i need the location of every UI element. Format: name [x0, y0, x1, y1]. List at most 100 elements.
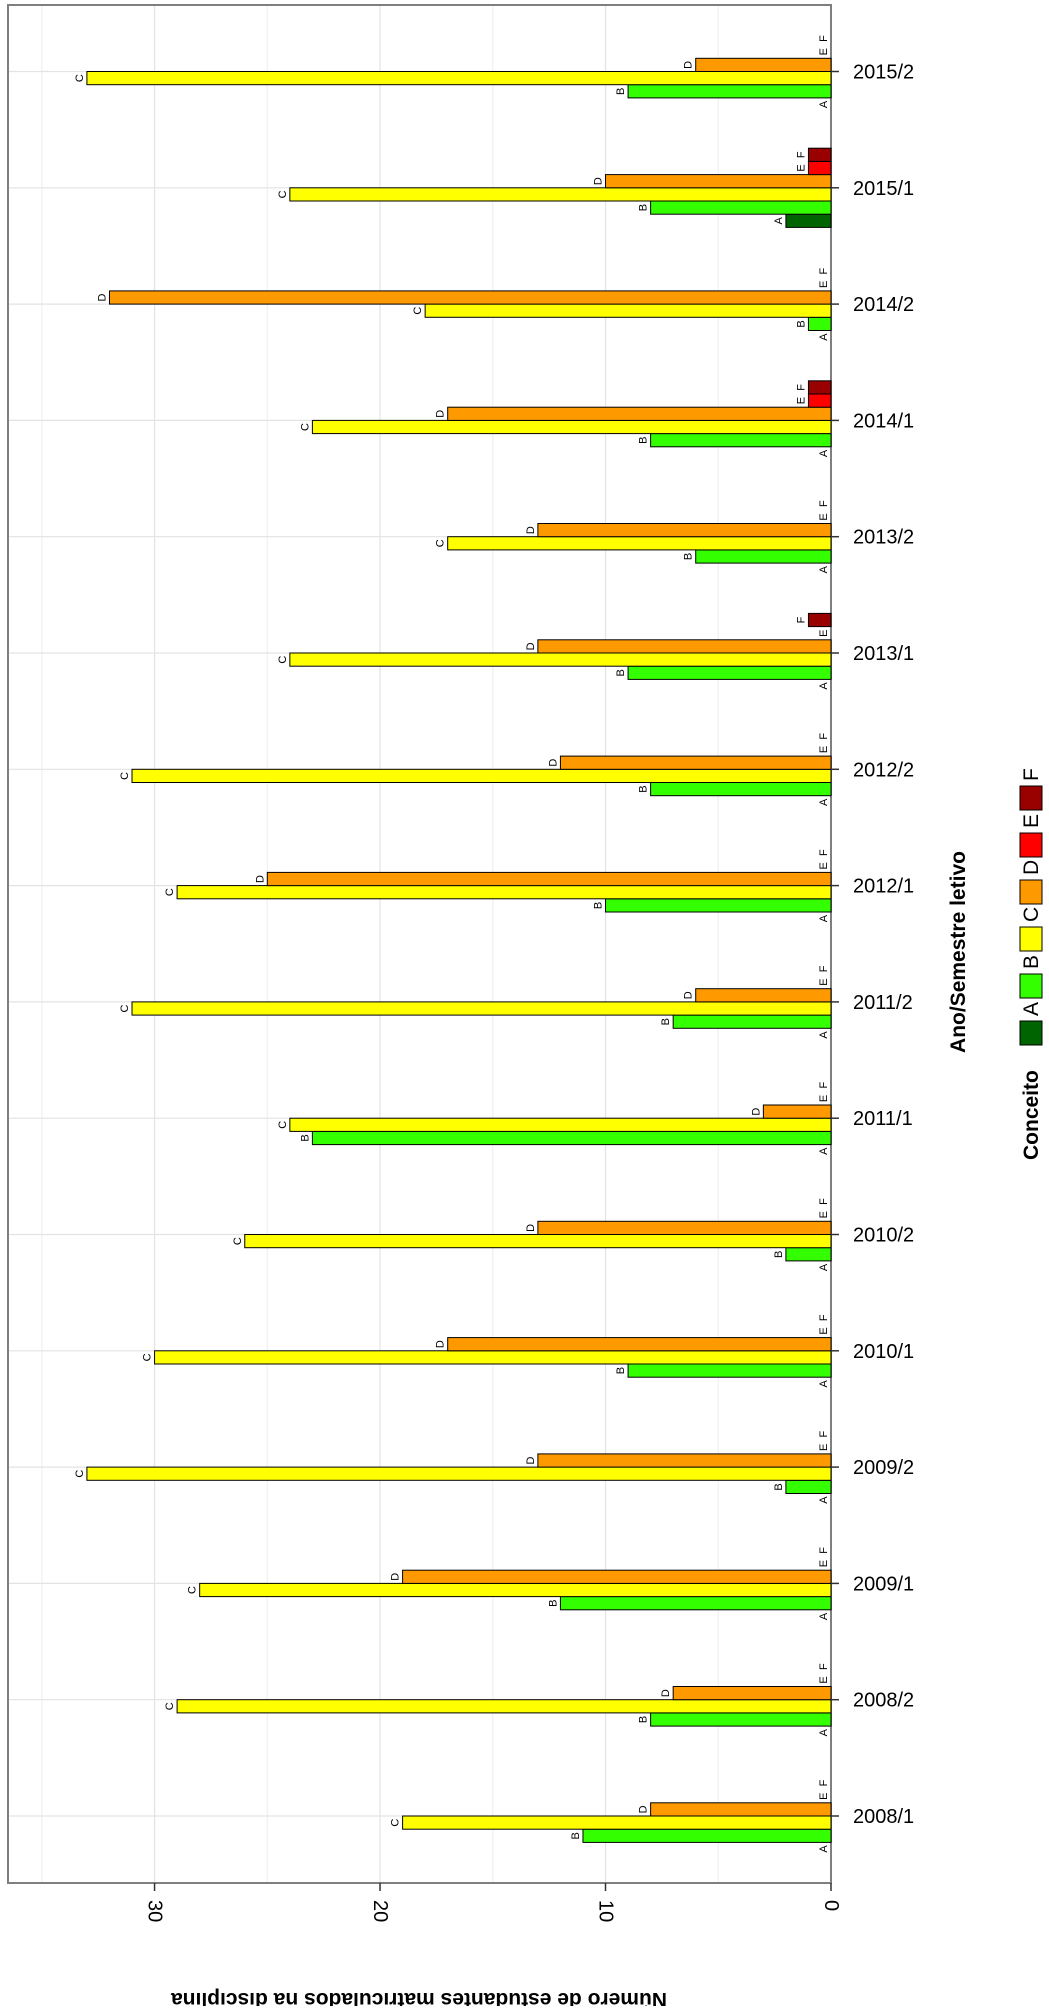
bar-grade-label: E	[818, 1444, 830, 1451]
bar-grade-label: D	[525, 1224, 537, 1232]
value-tick-label: 0	[820, 1900, 842, 1911]
bar-c	[176, 885, 832, 900]
bar-grade-label: B	[615, 88, 627, 95]
category-label: 2011/2	[853, 992, 913, 1014]
bar-d	[402, 1569, 832, 1584]
bar-grade-label: B	[773, 1483, 785, 1490]
bar-grade-label: C	[142, 1353, 154, 1361]
category-label: 2015/2	[853, 62, 914, 84]
bar-grade-label: C	[74, 74, 86, 82]
bar-grade-label: F	[795, 151, 807, 158]
bar-grade-label: B	[638, 437, 650, 444]
bar-grade-label: C	[232, 1237, 244, 1245]
legend-swatch-e	[1019, 832, 1043, 858]
bar-grade-label: A	[773, 216, 785, 224]
bar-grade-label: B	[570, 1832, 582, 1839]
bar-grade-label: F	[818, 267, 830, 274]
bar-grade-label: E	[818, 1793, 830, 1800]
bar-c	[131, 1001, 832, 1016]
bar-c	[424, 303, 832, 318]
value-axis: 0 10 20 30	[144, 1883, 842, 1922]
bar-grade-label: C	[277, 190, 289, 198]
category-label: 2012/2	[853, 759, 914, 781]
value-tick-label: 30	[144, 1900, 166, 1922]
category-label: 2015/1	[853, 178, 914, 200]
bar-b	[650, 200, 832, 215]
bar-grade-label: C	[299, 423, 311, 431]
bar-grade-label: F	[818, 849, 830, 856]
bar-grade-label: E	[818, 978, 830, 985]
legend-swatch-a	[1019, 1020, 1043, 1046]
bar-grade-label: A	[818, 1612, 830, 1620]
bar-grade-label: A	[818, 1728, 830, 1736]
bar-grade-label: A	[818, 1031, 830, 1039]
bar-b	[672, 1014, 832, 1029]
bar-a	[785, 213, 832, 228]
bar-grade-label: E	[818, 1560, 830, 1567]
bar-grade-label: B	[593, 902, 605, 909]
bar-d	[650, 1802, 832, 1817]
value-tick-label: 20	[369, 1900, 391, 1922]
bar-grade-label: F	[818, 1663, 830, 1670]
category-label: 2013/2	[853, 527, 914, 549]
bar-grade-label: A	[818, 798, 830, 806]
bar-grade-label: D	[435, 1340, 447, 1348]
bar-grade-label: D	[254, 875, 266, 883]
bar-grade-label: D	[660, 1689, 672, 1697]
bar-c	[86, 71, 832, 86]
bar-grade-label: C	[390, 1819, 402, 1827]
bar-e	[807, 160, 832, 176]
category-axis-title: Ano/Semestre letivo	[947, 851, 970, 1053]
bar-grade-label: C	[277, 1121, 289, 1129]
bar-grade-label: F	[818, 1198, 830, 1205]
bar-grade-label: B	[795, 320, 807, 327]
bar-grade-label: E	[818, 281, 830, 288]
legend-swatch-b	[1019, 973, 1043, 999]
bar-grade-label: F	[818, 1082, 830, 1089]
legend-swatch-d	[1019, 879, 1043, 905]
bar-c	[311, 419, 832, 435]
bar-d	[762, 1104, 832, 1119]
bar-d	[537, 1453, 832, 1468]
bar-d	[605, 174, 832, 189]
bar-c	[402, 1815, 832, 1830]
bar-grade-label: D	[525, 642, 537, 650]
bar-grade-label: C	[412, 307, 424, 315]
bar-grade-label: D	[390, 1573, 402, 1581]
bar-grade-label: A	[818, 333, 830, 341]
category-label: 2013/1	[853, 643, 914, 665]
bar-grade-label: D	[638, 1805, 650, 1813]
bar-b	[559, 1596, 832, 1611]
bar-grade-label: B	[615, 1367, 627, 1374]
bar-grade-label: B	[638, 785, 650, 792]
legend-swatch-f	[1019, 785, 1043, 811]
bar-grade-label: C	[277, 656, 289, 664]
legend-label: C	[1020, 907, 1043, 922]
bar-grade-label: E	[818, 48, 830, 55]
bar-grade-label: A	[818, 1147, 830, 1155]
bar-grade-label: A	[818, 682, 830, 690]
bar-c	[154, 1350, 832, 1365]
bar-grade-label: D	[593, 177, 605, 185]
legend-title: Conceito	[1020, 1070, 1043, 1160]
bar-c	[131, 768, 832, 783]
category-label: 2010/1	[853, 1341, 914, 1363]
bar-grade-label: E	[818, 862, 830, 869]
bar-grade-label: E	[818, 746, 830, 753]
bar-b	[311, 1130, 832, 1146]
bar-f	[807, 147, 832, 162]
bar-grade-label: C	[164, 1702, 176, 1710]
bar-grade-label: E	[795, 164, 807, 171]
bar-grade-label: F	[818, 965, 830, 972]
legend-label: A	[1020, 1002, 1043, 1016]
bar-grade-label: A	[818, 914, 830, 922]
category-label: 2009/2	[853, 1457, 914, 1479]
legend-label: D	[1020, 860, 1043, 875]
bar-grade-label: C	[187, 1586, 199, 1594]
bar-b	[582, 1828, 832, 1843]
legend-label: B	[1020, 955, 1043, 969]
bar-d	[559, 755, 832, 770]
bar-grade-label: B	[299, 1134, 311, 1141]
bar-f	[807, 380, 832, 395]
category-axis: 2008/1 2008/2 2009/1 2009/2 2010/1 2010/2 2011…	[831, 62, 914, 1828]
